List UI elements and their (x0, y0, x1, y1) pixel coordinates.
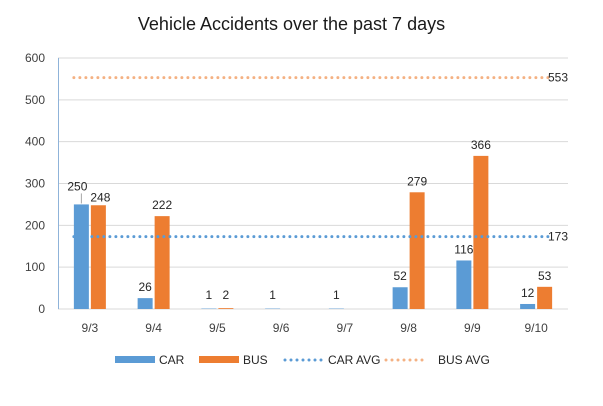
data-label: 1 (269, 288, 276, 302)
y-tick-label: 600 (25, 51, 45, 65)
x-tick-label: 9/3 (82, 321, 99, 335)
bar-bus (90, 205, 106, 309)
x-tick-label: 9/6 (273, 321, 290, 335)
bar-car (392, 287, 408, 309)
bar-bus (218, 308, 234, 309)
legend-label-bus-avg: BUS AVG (438, 353, 490, 367)
data-label: 279 (407, 174, 427, 188)
legend-label-car-avg: CAR AVG (328, 353, 380, 367)
data-label: 1 (333, 288, 340, 302)
bar-car (520, 303, 536, 309)
x-tick-label: 9/10 (524, 321, 548, 335)
y-tick-label: 200 (25, 218, 45, 232)
legend-swatch-bus (199, 356, 239, 363)
legend-label-bus: BUS (243, 353, 268, 367)
data-label: 1 (206, 288, 213, 302)
data-label: 248 (90, 190, 110, 204)
x-tick-label: 9/8 (400, 321, 417, 335)
y-tick-label: 0 (38, 302, 45, 316)
data-label: 222 (152, 198, 172, 212)
x-tick-label: 9/4 (145, 321, 162, 335)
data-label: 52 (393, 269, 407, 283)
bar-bus (154, 216, 170, 309)
legend-label-car: CAR (159, 353, 185, 367)
x-tick-label: 9/9 (464, 321, 481, 335)
data-label: 12 (521, 286, 535, 300)
bar-bus (473, 155, 489, 309)
data-label: 2 (223, 288, 230, 302)
y-tick-label: 100 (25, 260, 45, 274)
reference-line-label: 173 (548, 230, 568, 244)
bar-car (73, 204, 89, 309)
bar-car (137, 298, 153, 309)
reference-line-label: 553 (548, 71, 568, 85)
bar-bus (537, 286, 553, 309)
chart-title: Vehicle Accidents over the past 7 days (137, 14, 446, 34)
x-tick-label: 9/7 (337, 321, 354, 335)
data-label: 26 (138, 280, 152, 294)
bar-bus (409, 192, 425, 309)
data-label: 116 (454, 242, 473, 256)
x-tick-label: 9/5 (209, 321, 226, 335)
y-tick-label: 300 (25, 177, 45, 191)
legend-swatch-car (115, 356, 155, 363)
y-tick-label: 500 (25, 93, 45, 107)
data-label: 250 (67, 179, 87, 193)
bar-car (456, 260, 472, 309)
data-label: 366 (471, 138, 491, 152)
y-tick-label: 400 (25, 135, 45, 149)
data-label: 53 (538, 269, 552, 283)
